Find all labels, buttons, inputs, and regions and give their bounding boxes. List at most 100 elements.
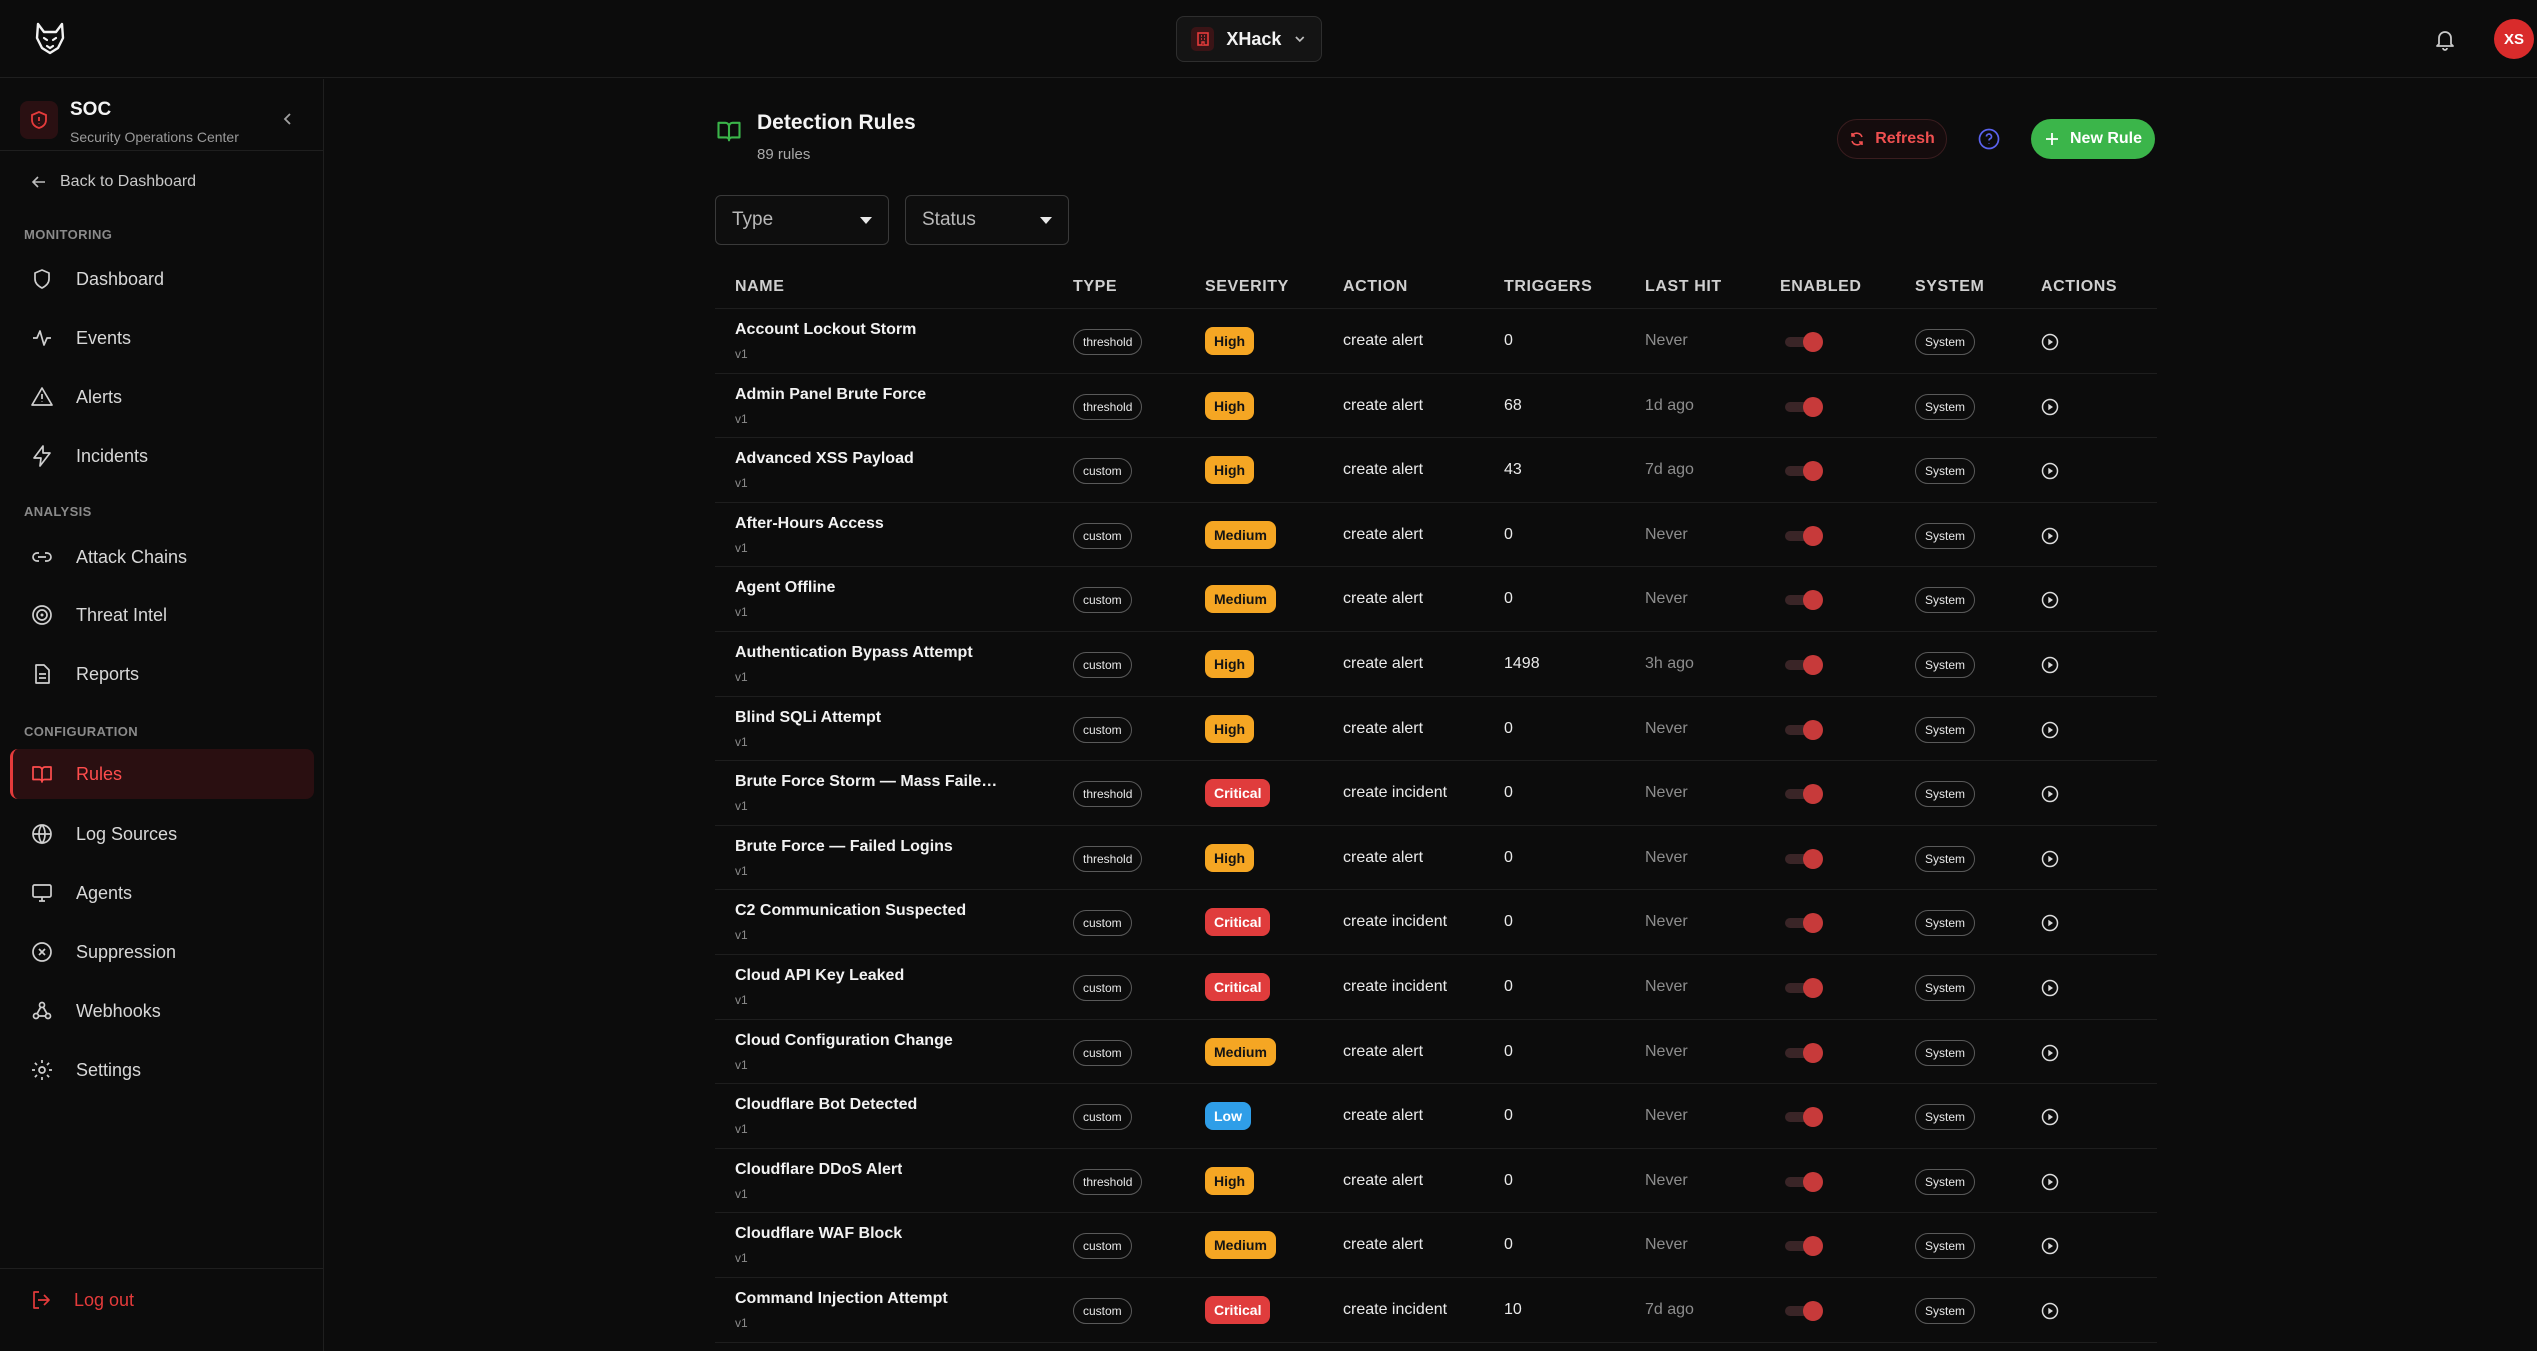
enabled-toggle[interactable] [1785,1300,1823,1321]
enabled-toggle[interactable] [1785,654,1823,675]
enabled-toggle[interactable] [1785,461,1823,482]
table-row[interactable]: Account Lockout Storm v1 threshold High … [715,309,2157,374]
rule-name[interactable]: Cloudflare WAF Block [735,1225,903,1243]
run-rule-icon[interactable] [2041,1302,2059,1320]
column-header-actions[interactable]: ACTIONS [2041,278,2118,295]
rule-name[interactable]: Brute Force Storm — Mass Failed L... [735,773,1005,791]
sidebar-item-rules[interactable]: Rules [10,749,314,799]
table-row[interactable]: Cloud Configuration Change v1 custom Med… [715,1020,2157,1085]
logout-button[interactable]: Log out [30,1289,134,1311]
run-rule-icon[interactable] [2041,914,2059,932]
rule-name[interactable]: Cloudflare DDoS Alert [735,1160,903,1178]
user-avatar[interactable]: XS [2494,19,2534,59]
run-rule-icon[interactable] [2041,1044,2059,1062]
rule-name[interactable]: Cloud API Key Leaked [735,966,905,984]
enabled-toggle[interactable] [1785,1236,1823,1257]
enabled-toggle[interactable] [1785,977,1823,998]
enabled-toggle[interactable] [1785,1042,1823,1063]
table-row[interactable]: C2 Communication Suspected v1 custom Cri… [715,890,2157,955]
help-icon[interactable] [1977,127,2001,151]
sidebar-item-agents[interactable]: Agents [10,868,314,918]
workspace-selector[interactable]: XHack [1176,16,1322,62]
enabled-toggle[interactable] [1785,1107,1823,1128]
type-filter-select[interactable]: Type [715,195,889,245]
run-rule-icon[interactable] [2041,1173,2059,1191]
sidebar-item-incidents[interactable]: Incidents [10,431,314,481]
table-row[interactable]: Authentication Bypass Attempt v1 custom … [715,632,2157,697]
enabled-toggle[interactable] [1785,719,1823,740]
sidebar-item-log-sources[interactable]: Log Sources [10,809,314,859]
table-row[interactable]: Cloud API Key Leaked v1 custom Critical … [715,955,2157,1020]
run-rule-icon[interactable] [2041,462,2059,480]
run-rule-icon[interactable] [2041,1237,2059,1255]
back-to-dashboard-link[interactable]: Back to Dashboard [30,173,196,191]
enabled-toggle[interactable] [1785,848,1823,869]
sidebar-item-settings[interactable]: Settings [10,1045,314,1095]
column-header-last-hit[interactable]: LAST HIT [1645,278,1722,295]
enabled-toggle[interactable] [1785,913,1823,934]
run-rule-icon[interactable] [2041,721,2059,739]
run-rule-icon[interactable] [2041,656,2059,674]
rule-name[interactable]: Agent Offline [735,579,836,597]
rule-name[interactable]: Cloud Configuration Change [735,1031,953,1049]
sidebar-item-dashboard[interactable]: Dashboard [10,254,314,304]
sidebar-item-suppression[interactable]: Suppression [10,927,314,977]
table-row[interactable]: Advanced XSS Payload v1 custom High crea… [715,438,2157,503]
enabled-toggle[interactable] [1785,784,1823,805]
enabled-toggle[interactable] [1785,590,1823,611]
table-row[interactable]: Brute Force Storm — Mass Failed L... v1 … [715,761,2157,826]
sidebar-item-attack-chains[interactable]: Attack Chains [10,532,314,582]
enabled-toggle[interactable] [1785,332,1823,352]
enabled-toggle[interactable] [1785,1171,1823,1192]
rule-name[interactable]: C2 Communication Suspected [735,902,967,920]
table-row[interactable]: Blind SQLi Attempt v1 custom High create… [715,697,2157,762]
run-rule-icon[interactable] [2041,979,2059,997]
enabled-toggle[interactable] [1785,525,1823,546]
trigger-count: 0 [1504,719,1513,737]
rule-name[interactable]: Command Injection Attempt [735,1289,948,1307]
rule-name[interactable]: Account Lockout Storm [735,321,917,338]
run-rule-icon[interactable] [2041,398,2059,416]
column-header-severity[interactable]: SEVERITY [1205,278,1289,295]
enabled-toggle[interactable] [1785,396,1823,417]
sidebar-item-events[interactable]: Events [10,313,314,363]
new-rule-button[interactable]: New Rule [2031,119,2155,159]
sidebar-item-threat-intel[interactable]: Threat Intel [10,590,314,640]
sidebar-item-webhooks[interactable]: Webhooks [10,986,314,1036]
status-filter-select[interactable]: Status [905,195,1069,245]
table-row[interactable]: Cloudflare DDoS Alert v1 threshold High … [715,1149,2157,1214]
sidebar-item-alerts[interactable]: Alerts [10,372,314,422]
run-rule-icon[interactable] [2041,333,2059,351]
run-rule-icon[interactable] [2041,785,2059,803]
bell-icon[interactable] [2432,26,2458,52]
rule-name[interactable]: Cloudflare Bot Detected [735,1096,918,1114]
column-header-system[interactable]: SYSTEM [1915,278,1985,295]
section-configuration: CONFIGURATION [24,724,139,739]
run-rule-icon[interactable] [2041,1108,2059,1126]
rule-name[interactable]: Admin Panel Brute Force [735,385,927,403]
column-header-triggers[interactable]: TRIGGERS [1504,278,1593,295]
table-row[interactable]: Agent Offline v1 custom Medium create al… [715,567,2157,632]
column-header-action[interactable]: ACTION [1343,278,1408,295]
rule-name[interactable]: Brute Force — Failed Logins [735,837,953,855]
run-rule-icon[interactable] [2041,527,2059,545]
table-row[interactable]: Command Injection Attempt v1 custom Crit… [715,1278,2157,1343]
column-header-type[interactable]: TYPE [1073,278,1118,295]
rule-name[interactable]: Authentication Bypass Attempt [735,643,973,661]
wolf-logo-icon[interactable] [32,20,68,56]
run-rule-icon[interactable] [2041,850,2059,868]
table-row[interactable]: Admin Panel Brute Force v1 threshold Hig… [715,374,2157,439]
sidebar-item-reports[interactable]: Reports [10,649,314,699]
rule-name[interactable]: Blind SQLi Attempt [735,708,882,726]
rule-name[interactable]: Advanced XSS Payload [735,450,914,468]
rule-name[interactable]: After-Hours Access [735,514,884,532]
refresh-button[interactable]: Refresh [1837,119,1947,159]
run-rule-icon[interactable] [2041,591,2059,609]
table-row[interactable]: Cloudflare Bot Detected v1 custom Low cr… [715,1084,2157,1149]
table-row[interactable]: After-Hours Access v1 custom Medium crea… [715,503,2157,568]
table-row[interactable]: Cloudflare WAF Block v1 custom Medium cr… [715,1213,2157,1278]
column-header-enabled[interactable]: ENABLED [1780,278,1862,295]
column-header-name[interactable]: NAME [735,278,785,295]
table-row[interactable]: Brute Force — Failed Logins v1 threshold… [715,826,2157,891]
collapse-sidebar-icon[interactable] [278,109,298,129]
